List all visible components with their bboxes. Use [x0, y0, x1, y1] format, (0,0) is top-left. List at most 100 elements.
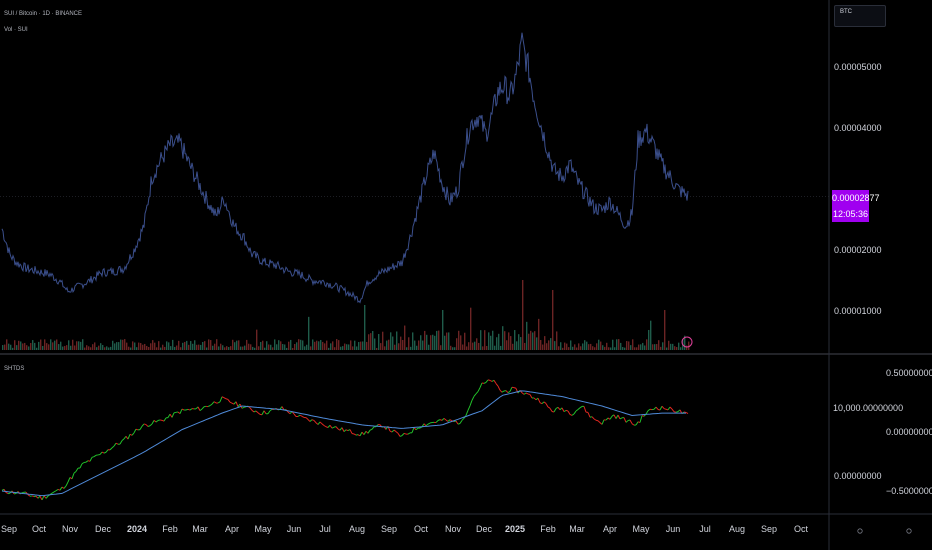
indicator-segment: [411, 427, 415, 433]
volume-bar: [214, 343, 216, 350]
volume-bar: [406, 347, 408, 350]
volume-bar: [218, 346, 220, 350]
indicator-segment: [625, 420, 629, 423]
time-tick-label: Aug: [349, 524, 365, 534]
volume-bar: [392, 336, 394, 350]
volume-bar: [500, 345, 502, 350]
volume-bar: [194, 340, 196, 350]
volume-bar: [228, 347, 230, 350]
volume-bar: [666, 347, 668, 350]
volume-bar: [652, 344, 654, 350]
indicator-segment: [591, 416, 595, 420]
countdown-badge: 12:05:36: [832, 206, 869, 222]
indicator-segment: [415, 427, 419, 431]
indicator-segment: [51, 491, 55, 494]
volume-bar: [598, 339, 600, 350]
time-tick-label: Dec: [95, 524, 112, 534]
volume-bar: [382, 331, 384, 350]
volume-bar: [658, 340, 660, 350]
volume-bar: [154, 342, 156, 350]
volume-bar: [582, 343, 584, 350]
indicator-segment: [135, 428, 139, 431]
time-axis[interactable]: Sep Oct Nov Dec 2024 Feb Mar Apr May Jun Jul Aug Sep…: [1, 524, 809, 534]
indicator-axis[interactable]: 0.50000000 0.00000000 −0.50000000 0.0000000…: [834, 368, 932, 496]
indicator-segment: [493, 380, 497, 384]
volume-bar: [104, 347, 106, 350]
volume-legend[interactable]: Vol · SUI: [4, 27, 28, 33]
volume-bar: [96, 347, 98, 350]
volume-bar: [620, 342, 622, 350]
volume-bar: [52, 342, 54, 350]
indicator-segment: [331, 426, 335, 429]
indicator-segment: [337, 428, 341, 431]
volume-bar: [272, 347, 274, 350]
indicator-segment: [343, 429, 347, 433]
indicator-legend[interactable]: SHTDS: [4, 366, 25, 372]
indicator-segment: [605, 417, 609, 421]
volume-bar: [142, 344, 144, 350]
indicator-segment: [549, 407, 553, 412]
settings-icon[interactable]: [857, 528, 863, 534]
price-axis[interactable]: 0.00005000 0.00004000 0.00002000 0.00001000: [834, 62, 882, 316]
volume-bar: [516, 341, 518, 350]
volume-bar: [546, 343, 548, 350]
volume-bar: [124, 339, 126, 350]
volume-bar: [456, 338, 458, 350]
volume-bar: [444, 335, 446, 350]
indicator-segment: [491, 379, 495, 382]
volume-bar: [454, 347, 456, 350]
symbol-legend[interactable]: SUI / Bitcoin · 1D · BINANCE: [4, 11, 83, 17]
indicator-segment: [623, 417, 627, 423]
indicator-segment: [171, 412, 175, 418]
indicator-segment: [593, 418, 597, 421]
volume-bar: [368, 334, 370, 350]
indicator-segment: [453, 420, 457, 423]
volume-bar: [178, 340, 180, 350]
volume-bar: [100, 343, 102, 350]
indicator-segment: [349, 429, 353, 434]
auto-scale-icon[interactable]: [906, 528, 912, 534]
indicator-segment: [665, 408, 669, 411]
volume-bar: [206, 347, 208, 350]
time-tick-label: Sep: [381, 524, 397, 534]
volume-bar: [346, 344, 348, 350]
indicator-segment: [541, 401, 545, 405]
volume-bar: [656, 344, 658, 350]
currency-button[interactable]: BTC: [834, 5, 886, 27]
volume-bar: [224, 347, 226, 350]
volume-bar: [38, 341, 40, 350]
volume-bar: [258, 346, 260, 350]
volume-bar: [490, 335, 492, 350]
volume-bar: [508, 332, 510, 350]
indicator-segment: [79, 463, 83, 469]
volume-bar: [204, 341, 206, 350]
volume-bar: [548, 340, 550, 350]
volume-bar: [304, 346, 306, 350]
volume-bar: [150, 343, 152, 350]
indicator-segment: [547, 406, 551, 409]
volume-bar: [638, 344, 640, 350]
volume-bar: [2, 345, 4, 350]
volume-bar: [400, 336, 402, 350]
volume-bar: [640, 344, 642, 350]
volume-bar: [614, 347, 616, 350]
scroll-reset-icon[interactable]: [681, 336, 693, 348]
indicator-segment: [221, 396, 225, 399]
indicator-segment: [157, 419, 161, 422]
indicator-segment: [627, 419, 631, 422]
volume-bar: [264, 347, 266, 350]
volume-bar: [300, 339, 302, 350]
indicator-segment: [647, 408, 651, 412]
indicator-segment: [345, 429, 349, 432]
volume-bar: [378, 334, 380, 350]
indicator-segment: [319, 421, 323, 425]
indicator-segment: [363, 431, 367, 435]
volume-bar: [192, 343, 194, 350]
volume-bar: [424, 330, 426, 350]
volume-bar: [626, 341, 628, 350]
indicator-segment: [669, 406, 673, 410]
volume-bar: [240, 346, 242, 350]
time-tick-label: Nov: [445, 524, 462, 534]
last-price-badge: 0.00002877: [832, 190, 880, 206]
